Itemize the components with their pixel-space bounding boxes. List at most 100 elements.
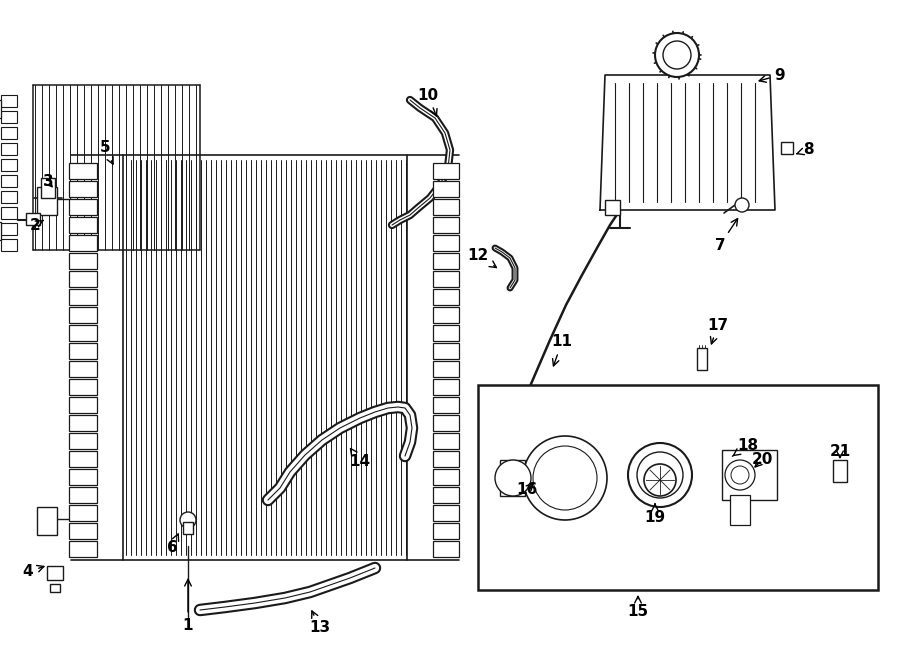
Text: 10: 10 <box>418 87 438 116</box>
Text: 4: 4 <box>22 565 44 579</box>
Text: 16: 16 <box>517 483 537 498</box>
Bar <box>69 469 97 485</box>
Text: 8: 8 <box>796 142 814 158</box>
Bar <box>69 325 97 341</box>
Text: 11: 11 <box>552 334 572 366</box>
Bar <box>433 541 459 557</box>
Text: 1: 1 <box>183 579 194 632</box>
Bar <box>69 271 97 287</box>
Circle shape <box>663 41 691 69</box>
Bar <box>433 271 459 287</box>
Bar <box>50 584 60 592</box>
Bar <box>433 307 459 323</box>
Text: 13: 13 <box>310 611 330 636</box>
Bar <box>69 505 97 521</box>
Text: 15: 15 <box>627 596 649 620</box>
Circle shape <box>644 464 676 496</box>
Text: 14: 14 <box>349 449 371 469</box>
Bar <box>69 217 97 233</box>
Bar <box>433 361 459 377</box>
Bar <box>1 95 17 107</box>
Bar <box>433 469 459 485</box>
Bar <box>433 289 459 305</box>
Bar <box>37 187 57 215</box>
Bar <box>433 235 459 251</box>
Bar <box>69 343 97 359</box>
Bar <box>1 191 17 203</box>
Bar <box>69 433 97 449</box>
Bar <box>47 566 63 580</box>
Bar <box>433 217 459 233</box>
Bar <box>69 181 97 197</box>
Bar <box>1 111 17 123</box>
Bar <box>69 199 97 215</box>
Bar <box>69 541 97 557</box>
Bar <box>69 397 97 413</box>
Bar <box>69 415 97 431</box>
Circle shape <box>180 512 196 528</box>
Bar <box>697 348 707 370</box>
Bar <box>0 222 1 240</box>
Bar <box>1 159 17 171</box>
Bar <box>1 143 17 155</box>
Text: 6: 6 <box>166 534 178 555</box>
Bar <box>433 199 459 215</box>
Text: 9: 9 <box>760 68 786 83</box>
Bar <box>833 460 847 482</box>
Bar <box>605 200 620 215</box>
Bar <box>1 223 17 235</box>
Text: 2: 2 <box>30 218 43 232</box>
Text: 12: 12 <box>467 248 497 267</box>
Bar <box>183 522 193 534</box>
Bar <box>1 207 17 219</box>
Bar <box>781 142 793 154</box>
Bar <box>500 460 525 496</box>
Polygon shape <box>600 75 775 210</box>
Bar <box>69 289 97 305</box>
Text: 5: 5 <box>100 140 113 164</box>
Bar <box>26 213 40 225</box>
Bar <box>433 433 459 449</box>
Bar <box>69 361 97 377</box>
Circle shape <box>628 443 692 507</box>
Bar <box>478 385 878 590</box>
Bar <box>433 325 459 341</box>
Bar <box>433 505 459 521</box>
Bar <box>69 163 97 179</box>
Bar <box>0 100 1 118</box>
Bar <box>69 235 97 251</box>
Bar <box>1 175 17 187</box>
Bar <box>730 495 750 525</box>
Bar <box>433 379 459 395</box>
Bar <box>433 487 459 503</box>
Text: 3: 3 <box>42 175 53 189</box>
Bar <box>433 253 459 269</box>
Text: 20: 20 <box>752 453 773 467</box>
Bar <box>41 178 55 198</box>
Circle shape <box>533 446 597 510</box>
Text: 19: 19 <box>644 504 666 526</box>
Bar <box>69 523 97 539</box>
Bar <box>433 343 459 359</box>
Bar <box>69 487 97 503</box>
Bar <box>37 507 57 535</box>
Circle shape <box>495 460 531 496</box>
Bar <box>433 415 459 431</box>
Bar <box>69 253 97 269</box>
Text: 17: 17 <box>707 318 729 344</box>
Bar <box>69 451 97 467</box>
Text: 21: 21 <box>830 444 850 459</box>
Bar <box>1 127 17 139</box>
Circle shape <box>655 33 699 77</box>
Text: 18: 18 <box>733 438 759 456</box>
Text: 7: 7 <box>715 218 738 252</box>
Bar <box>722 450 777 500</box>
Bar <box>433 397 459 413</box>
Bar <box>433 163 459 179</box>
Circle shape <box>637 452 683 498</box>
Circle shape <box>523 436 607 520</box>
Circle shape <box>725 460 755 490</box>
Bar <box>433 451 459 467</box>
Circle shape <box>731 466 749 484</box>
Circle shape <box>735 198 749 212</box>
